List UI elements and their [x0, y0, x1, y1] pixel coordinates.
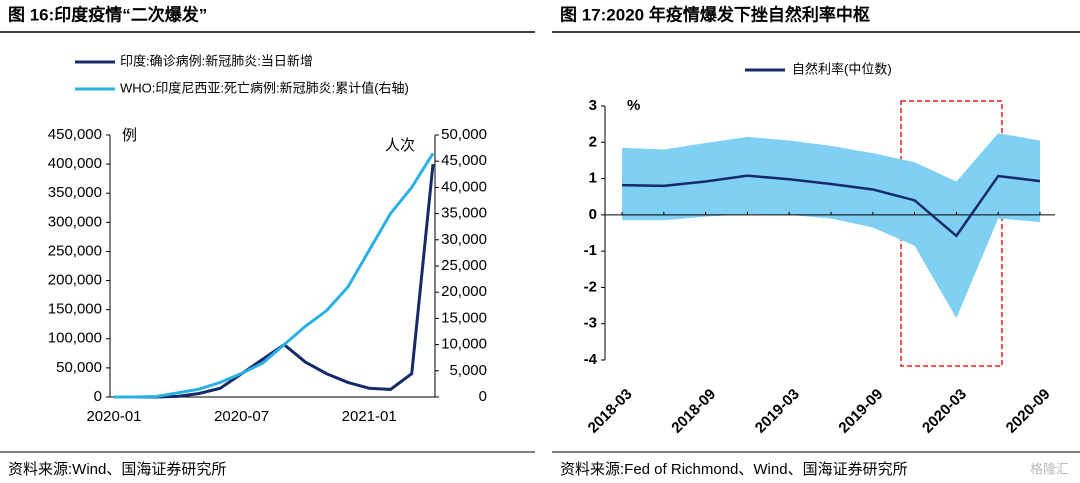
source: 资料来源:Fed of Richmond、Wind、国海证券研究所 — [560, 461, 908, 478]
y2-tick-label: 45,000 — [441, 152, 487, 169]
series-line — [114, 163, 435, 399]
legend-label: 印度:确诊病例:新冠肺炎:当日新增 — [120, 53, 313, 68]
source: 资料来源:Wind、国海证券研究所 — [8, 461, 226, 478]
y2-tick-label: 25,000 — [441, 257, 487, 274]
y-tick-label: 50,000 — [56, 359, 102, 376]
y2-tick-label: 20,000 — [441, 283, 487, 300]
y2-tick-label: 35,000 — [441, 205, 487, 222]
x-tick-label: 2018-09 — [668, 386, 719, 437]
y-tick-label: 300,000 — [48, 213, 102, 230]
series-line — [621, 174, 1041, 238]
y2-tick-label: 10,000 — [441, 336, 487, 353]
y-tick-label: 250,000 — [48, 242, 102, 259]
y-tick-label: 150,000 — [48, 301, 102, 318]
y-tick-label: 200,000 — [48, 272, 102, 289]
y-tick-label: 100,000 — [48, 330, 102, 347]
y-tick-label: 1 — [589, 170, 597, 187]
y2-tick-label: 5,000 — [449, 362, 487, 379]
y-tick-label: 350,000 — [48, 184, 102, 201]
y-tick-label: 450,000 — [48, 126, 102, 143]
y2-tick-label: 30,000 — [441, 231, 487, 248]
chart-title: 图 17:2020 年疫情爆发下挫自然利率中枢 — [560, 4, 870, 24]
series-line — [114, 152, 435, 399]
watermark: 格隆汇 — [1030, 461, 1069, 476]
y-tick-label: 400,000 — [48, 155, 102, 172]
chart-title: 图 16:印度疫情“二次爆发” — [8, 4, 207, 24]
y2-tick-label: 50,000 — [441, 126, 487, 143]
y-tick-label: -1 — [584, 242, 597, 259]
y-tick-label: 3 — [589, 97, 597, 114]
x-tick-label: 2019-03 — [752, 386, 803, 437]
x-tick-label: 2019-09 — [835, 386, 886, 437]
y-tick-label: -3 — [584, 315, 597, 332]
y-tick-label: 0 — [94, 388, 102, 405]
y-tick-label: 2 — [589, 133, 597, 150]
x-tick-label: 2020-03 — [919, 386, 970, 437]
y-tick-label: 0 — [589, 206, 597, 223]
legend-label: WHO:印度尼西亚:死亡病例:新冠肺炎:累计值(右轴) — [120, 80, 409, 95]
legend-label: 自然利率(中位数) — [792, 61, 892, 76]
y-axis-label: % — [627, 97, 640, 114]
y2-tick-label: 40,000 — [441, 178, 487, 195]
y2-tick-label: 15,000 — [441, 309, 487, 326]
y2-tick-label: 0 — [479, 388, 487, 405]
y-tick-label: -4 — [584, 351, 598, 368]
band-area — [622, 133, 1040, 319]
y-tick-label: -2 — [584, 278, 597, 295]
highlight-box — [900, 100, 1003, 367]
x-tick-label: 2018-03 — [585, 386, 636, 437]
y-axis-label: 例 — [122, 127, 137, 144]
x-tick-label: 2020-09 — [1003, 386, 1054, 437]
y2-axis-label: 人次 — [385, 137, 415, 154]
x-tick-label: 2021-01 — [342, 408, 397, 425]
x-tick-label: 2020-07 — [214, 408, 269, 425]
x-tick-label: 2020-01 — [86, 408, 141, 425]
